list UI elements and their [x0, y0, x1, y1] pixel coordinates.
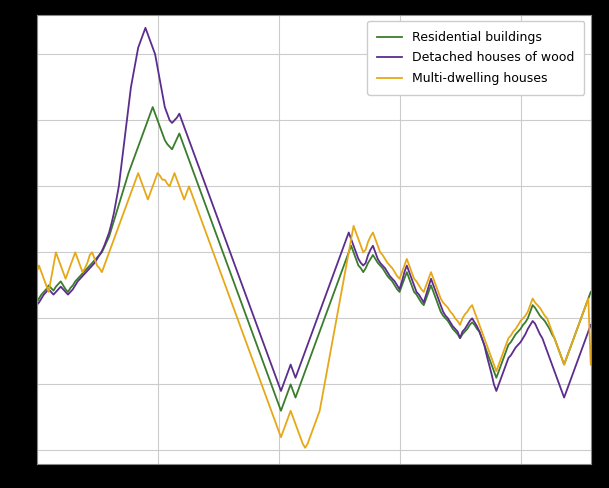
Detached houses of wood — [142, 25, 149, 31]
Detached houses of wood — [587, 322, 594, 328]
Residential buildings — [224, 263, 231, 268]
Detached houses of wood — [560, 395, 568, 401]
Multi-dwelling houses — [301, 445, 309, 451]
Detached houses of wood — [135, 45, 142, 51]
Residential buildings — [135, 144, 142, 150]
Detached houses of wood — [485, 362, 493, 367]
Legend: Residential buildings, Detached houses of wood, Multi-dwelling houses: Residential buildings, Detached houses o… — [367, 21, 585, 95]
Detached houses of wood — [33, 302, 40, 308]
Multi-dwelling houses — [459, 315, 466, 321]
Multi-dwelling houses — [476, 322, 483, 328]
Residential buildings — [149, 104, 157, 110]
Detached houses of wood — [224, 243, 231, 249]
Multi-dwelling houses — [488, 355, 495, 361]
Detached houses of wood — [548, 362, 555, 367]
Multi-dwelling houses — [587, 362, 594, 367]
Detached houses of wood — [473, 324, 481, 329]
Residential buildings — [551, 335, 558, 341]
Line: Detached houses of wood: Detached houses of wood — [37, 28, 591, 398]
Line: Multi-dwelling houses: Multi-dwelling houses — [37, 173, 591, 448]
Multi-dwelling houses — [33, 269, 40, 275]
Residential buildings — [459, 331, 466, 337]
Residential buildings — [33, 300, 40, 305]
Multi-dwelling houses — [551, 335, 558, 341]
Residential buildings — [587, 289, 594, 295]
Multi-dwelling houses — [135, 170, 142, 176]
Multi-dwelling houses — [137, 177, 144, 183]
Line: Residential buildings: Residential buildings — [37, 107, 591, 411]
Detached houses of wood — [456, 335, 463, 341]
Residential buildings — [476, 328, 483, 334]
Residential buildings — [277, 408, 284, 414]
Residential buildings — [488, 362, 495, 367]
Multi-dwelling houses — [224, 289, 231, 295]
